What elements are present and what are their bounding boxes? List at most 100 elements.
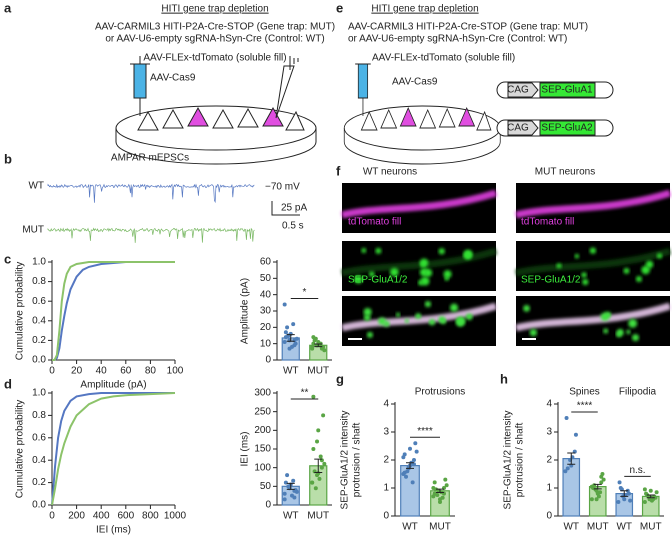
panel-title: HITI gene trap depletion: [371, 4, 478, 15]
y-tick-label: 0.2: [32, 477, 46, 488]
y-tick-label: 3: [546, 427, 552, 438]
data-point: [282, 497, 287, 502]
y-axis-label: Cumulative probability: [15, 400, 26, 498]
y-tick-label: 0.4: [32, 455, 46, 466]
x-tick-label: 1000: [164, 511, 187, 522]
x-tick-label: 80: [145, 366, 157, 377]
x-axis-label: IEI (ms): [96, 525, 131, 536]
data-point: [443, 477, 448, 482]
data-point: [321, 413, 326, 418]
spot: [404, 318, 410, 323]
y-axis-label: SEP-GluA1/2 intensity: [340, 411, 351, 510]
data-point: [626, 491, 631, 496]
y-axis-label: protrusion / shaft: [352, 423, 363, 498]
spot: [424, 268, 433, 277]
spot: [582, 278, 589, 286]
data-point: [311, 394, 316, 399]
x-tick-label: 800: [142, 511, 159, 522]
x-tick-label: WT: [563, 522, 579, 533]
significance-label: **: [301, 388, 309, 399]
y-axis-label: Cumulative probability: [15, 262, 26, 360]
error-bar: [406, 462, 414, 469]
x-tick-label: 400: [93, 511, 110, 522]
data-point: [291, 478, 296, 483]
charts: c 0.0 0.2 0.4 0.6 0.8 1.0 Cumulative probabilit…: [4, 251, 664, 536]
data-point: [563, 469, 568, 474]
y-tick-label: 40: [260, 289, 272, 300]
text-line: AAV-CARMIL3 HITI-P2A-Cre-STOP (Gene trap…: [348, 22, 588, 33]
data-point: [410, 480, 415, 485]
spot: [438, 248, 445, 255]
spot: [626, 329, 631, 335]
dendrite: [515, 247, 672, 277]
data-point: [431, 486, 436, 490]
data-point: [289, 493, 294, 498]
dendrite: [341, 189, 498, 219]
spot: [581, 272, 587, 278]
data-point: [438, 500, 442, 504]
scale-label: 0.5 s: [282, 221, 304, 232]
y-tick-label: 2: [546, 455, 552, 466]
data-point: [292, 338, 297, 343]
dish-diagram: [343, 63, 501, 165]
text-line: or AAV-U6-empty sgRNA-hSyn-Cre (Control:…: [105, 34, 324, 45]
data-point: [315, 439, 320, 444]
data-point: [293, 341, 298, 346]
scale-label: 25 pA: [281, 203, 307, 214]
trace-label: MUT: [22, 225, 44, 236]
error-bar: [567, 452, 576, 465]
data-point: [311, 447, 316, 451]
cdf-line: [52, 261, 175, 361]
y-tick-label: 1.0: [32, 388, 46, 399]
data-point: [594, 497, 599, 502]
panel-label: g: [336, 371, 344, 386]
error-bar: [646, 494, 655, 499]
y-tick-label: 100: [254, 462, 271, 473]
y-tick-label: 0.4: [32, 315, 46, 326]
data-point: [414, 449, 419, 454]
y-tick-label: 150: [254, 444, 271, 455]
data-point: [589, 497, 594, 502]
spot: [424, 301, 431, 308]
y-tick-label: 10: [260, 338, 272, 349]
y-tick-label: 300: [254, 388, 271, 399]
dendrite: [515, 189, 672, 219]
y-tick-label: 0.0: [32, 355, 46, 366]
subtitle: Protrusions: [415, 387, 466, 398]
spot: [623, 267, 630, 274]
data-point: [282, 340, 287, 345]
significance-label: ****: [417, 426, 433, 437]
data-point: [628, 498, 633, 503]
dendrite: [341, 247, 498, 277]
data-point: [622, 497, 627, 502]
micrographs: [341, 183, 672, 346]
panel-label: f: [336, 163, 341, 178]
x-tick-label: MUT: [307, 366, 329, 377]
data-point: [310, 346, 315, 351]
x-tick-label: WT: [402, 522, 418, 533]
y-tick-label: 0: [265, 355, 271, 366]
text-line: or AAV-U6-empty sgRNA-hSyn-Cre (Control:…: [348, 34, 567, 45]
row-label: SEP-GluA1/2: [348, 275, 408, 286]
spot: [366, 331, 373, 338]
spot: [456, 318, 465, 327]
y-axis-label: Amplitude (pA): [240, 278, 251, 344]
error-bar: [436, 488, 444, 493]
data-point: [286, 333, 291, 338]
y-tick-label: 0.6: [32, 432, 46, 443]
text-line: AAV-FLEx-tdTomato (soluble fill): [143, 53, 286, 64]
data-point: [287, 346, 292, 351]
y-tick-label: 4: [546, 399, 552, 410]
data-point: [573, 432, 578, 437]
x-tick-label: 60: [120, 366, 132, 377]
row-label: tdTomato fill: [348, 217, 401, 228]
y-tick-label: 1: [383, 483, 389, 494]
data-point: [648, 488, 653, 493]
error-bar: [593, 483, 602, 490]
spot: [574, 253, 580, 259]
spot: [420, 262, 425, 267]
spot: [396, 312, 401, 317]
spot: [418, 280, 424, 286]
data-point: [598, 490, 603, 495]
data-point: [599, 474, 604, 479]
